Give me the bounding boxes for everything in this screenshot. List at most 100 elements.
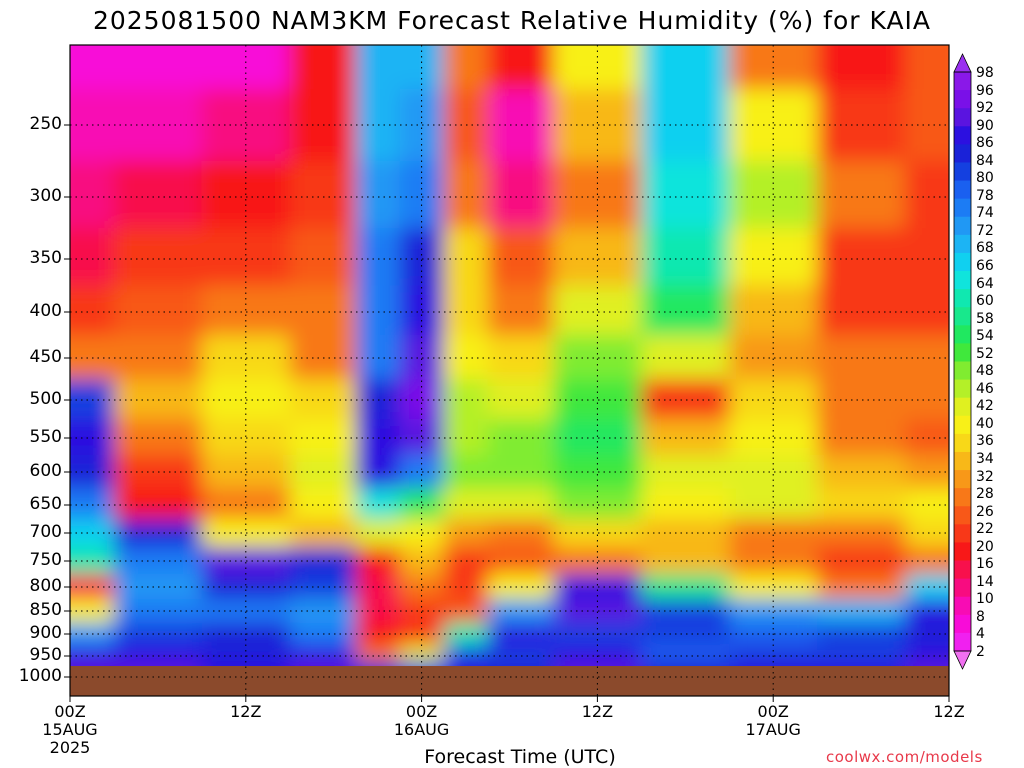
- rh-cell: [905, 335, 949, 380]
- rh-cell: [399, 488, 445, 520]
- rh-cell: [113, 228, 203, 286]
- rh-cell: [355, 89, 401, 162]
- rh-cell: [355, 519, 401, 548]
- rh-cell: [553, 419, 642, 456]
- rh-cell: [113, 45, 203, 90]
- rh-cell: [355, 161, 401, 229]
- colorbar-min-arrow: [953, 650, 972, 670]
- rh-cell: [729, 379, 818, 420]
- colorbar-label: 48: [976, 363, 994, 380]
- rh-cell: [553, 645, 642, 662]
- rh-cell: [641, 161, 730, 229]
- colorbar-label: 34: [976, 451, 994, 467]
- rh-cell: [817, 45, 906, 90]
- colorbar-label: 22: [976, 521, 994, 538]
- rh-cell: [113, 645, 203, 662]
- colorbar-label: 96: [976, 82, 994, 99]
- y-tick-label: 850: [29, 600, 62, 620]
- rh-cell: [729, 599, 818, 623]
- colorbar-swatch: [954, 289, 971, 308]
- rh-cell: [70, 645, 115, 662]
- colorbar-label: 4: [976, 626, 985, 643]
- colorbar-swatch: [954, 470, 971, 489]
- rh-cell: [487, 622, 554, 646]
- rh-cell: [487, 419, 554, 456]
- colorbar-label: 26: [976, 503, 994, 520]
- colorbar-swatch: [954, 451, 971, 471]
- rh-cell: [289, 622, 357, 646]
- colorbar-swatch: [954, 506, 971, 525]
- rh-cell: [905, 379, 949, 420]
- colorbar-swatch: [954, 180, 971, 200]
- rh-cell: [443, 419, 489, 456]
- x-tick-label: 00Z: [757, 702, 789, 721]
- colorbar-label: 52: [976, 345, 994, 362]
- colorbar-label: 60: [976, 293, 994, 310]
- rh-cell: [70, 419, 115, 456]
- x-tick-label: 12Z: [933, 702, 965, 721]
- x-tick-label: 12Z: [230, 702, 262, 721]
- rh-cell: [905, 228, 949, 286]
- colorbar-swatch: [954, 578, 971, 598]
- rh-cell: [443, 45, 489, 90]
- y-tick-label: 450: [29, 347, 62, 367]
- rh-cell: [641, 89, 730, 162]
- rh-cell: [641, 519, 730, 548]
- rh-cell: [641, 419, 730, 456]
- rh-cell: [399, 645, 445, 662]
- rh-cell: [113, 379, 203, 420]
- colorbar-swatch: [954, 542, 971, 561]
- rh-cell: [553, 519, 642, 548]
- rh-cell: [443, 622, 489, 646]
- rh-cell: [355, 285, 401, 336]
- colorbar-swatch: [954, 90, 971, 109]
- colorbar-label: 74: [976, 205, 994, 222]
- rh-cell: [553, 335, 642, 380]
- colorbar-label: 40: [976, 415, 994, 432]
- rh-cell: [113, 161, 203, 229]
- rh-cell: [289, 161, 357, 229]
- ground-surface: [70, 666, 949, 696]
- colorbar-label: 72: [976, 222, 994, 239]
- rh-cell: [553, 455, 642, 489]
- rh-cell: [201, 488, 291, 520]
- rh-cell: [355, 335, 401, 380]
- x-tick-label: 12Z: [581, 702, 614, 721]
- rh-cell: [201, 419, 291, 456]
- rh-cell: [399, 419, 445, 456]
- colorbar-swatch: [954, 361, 971, 380]
- y-tick-label: 500: [29, 389, 62, 409]
- rh-cell: [487, 228, 554, 286]
- credit-link[interactable]: coolwx.com/models: [826, 748, 983, 766]
- rh-cell: [817, 161, 906, 229]
- rh-cell: [399, 599, 445, 623]
- rh-cell: [905, 161, 949, 229]
- rh-cell: [817, 645, 906, 662]
- rh-cell: [355, 574, 401, 600]
- rh-cell: [70, 335, 115, 380]
- x-tick-label: 00Z: [405, 702, 438, 721]
- rh-cell: [70, 379, 115, 420]
- colorbar-label: 16: [976, 556, 994, 573]
- rh-cell: [399, 455, 445, 489]
- colorbar-swatch: [954, 126, 971, 145]
- rh-cell: [289, 285, 357, 336]
- rh-cell: [113, 419, 203, 456]
- colorbar-swatch: [954, 524, 971, 543]
- rh-cell: [355, 228, 401, 286]
- colorbar: [953, 53, 972, 670]
- colorbar-swatch: [954, 216, 971, 236]
- rh-cell: [553, 599, 642, 623]
- rh-cell: [289, 379, 357, 420]
- rh-cell: [355, 45, 401, 90]
- rh-cell: [729, 645, 818, 662]
- colorbar-swatch: [954, 108, 971, 127]
- rh-cell: [487, 285, 554, 336]
- colorbar-label: 58: [976, 310, 994, 327]
- colorbar-frame: [953, 71, 972, 652]
- rh-cell: [487, 455, 554, 489]
- rh-cell: [113, 488, 203, 520]
- colorbar-label: 98: [976, 65, 994, 81]
- y-tick-label: 300: [29, 186, 62, 206]
- colorbar-swatch: [954, 343, 971, 362]
